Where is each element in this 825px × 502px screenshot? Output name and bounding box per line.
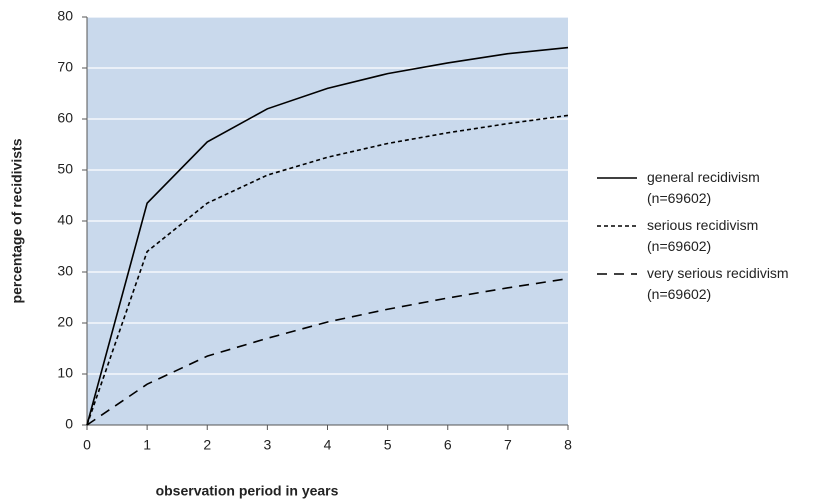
y-tick-label: 50	[57, 161, 73, 177]
legend-entry: very serious recidivism (n=69602)	[597, 263, 825, 305]
y-axis-title: percentage of recidivists	[9, 138, 25, 303]
y-tick-label: 30	[57, 263, 73, 279]
legend-label: serious recidivism (n=69602)	[647, 217, 759, 254]
x-tick-label: 6	[444, 437, 452, 453]
y-tick-label: 10	[57, 365, 73, 381]
y-tick-label: 80	[57, 8, 73, 24]
x-tick-label: 0	[83, 437, 91, 453]
legend-swatch	[597, 225, 637, 227]
legend-entry: general recidivism (n=69602)	[597, 167, 825, 209]
legend-swatch	[597, 273, 637, 275]
y-tick-label: 70	[57, 59, 73, 75]
y-tick-label: 0	[65, 416, 73, 432]
x-tick-label: 4	[324, 437, 332, 453]
series-line	[86, 114, 569, 426]
x-tick-label: 8	[564, 437, 572, 453]
y-tick-label: 40	[57, 212, 73, 228]
legend-entry: serious recidivism (n=69602)	[597, 215, 825, 257]
legend-label: very serious recidivism (n=69602)	[647, 265, 789, 302]
x-tick-label: 1	[143, 437, 151, 453]
x-axis-title: observation period in years	[156, 483, 339, 499]
series-line	[86, 46, 569, 426]
y-tick-label: 60	[57, 110, 73, 126]
legend-swatch	[597, 177, 637, 179]
legend-label: general recidivism (n=69602)	[647, 169, 760, 206]
series-line	[86, 277, 569, 426]
x-tick-label: 5	[384, 437, 392, 453]
y-tick-label: 20	[57, 314, 73, 330]
x-tick-label: 7	[504, 437, 512, 453]
x-tick-label: 3	[263, 437, 271, 453]
x-tick-label: 2	[203, 437, 211, 453]
legend: general recidivism (n=69602) serious reci…	[597, 167, 825, 311]
